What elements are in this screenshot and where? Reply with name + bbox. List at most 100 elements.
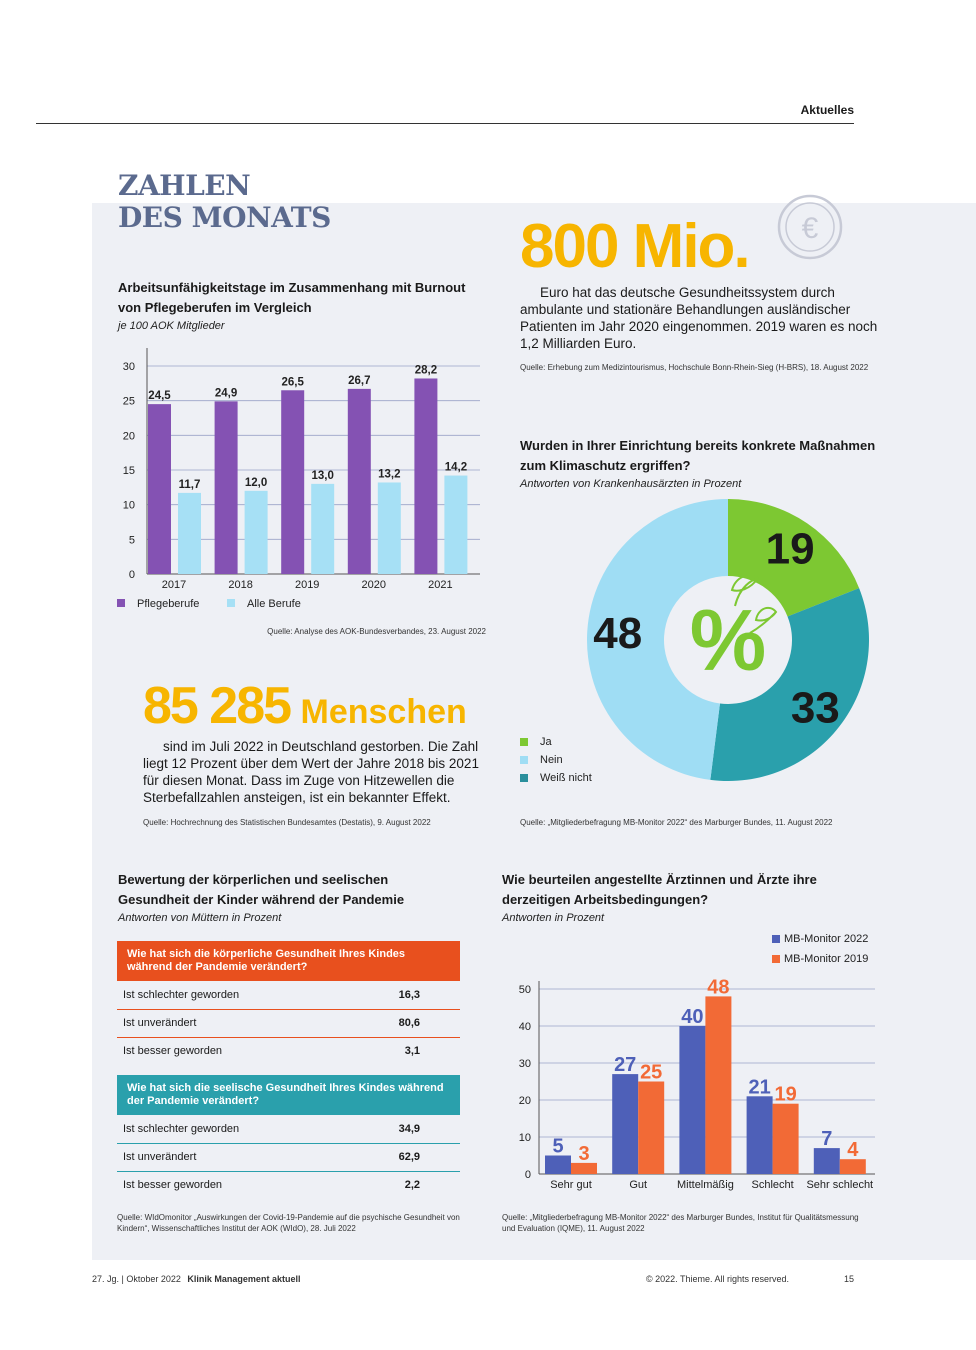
x-tick-label: 2017 [162,579,186,591]
table-row: Ist unverändert 80,6 [117,1009,460,1037]
conditions-header: Wie beurteilen angestellte Ärztinnen und… [502,870,862,924]
page-number: 15 [843,1274,854,1284]
bar-value-label: 48 [707,976,729,998]
bar-value-label: 26,5 [282,376,305,388]
climate-chart-title: Wurden in Ihrer Einrichtung bereits konk… [520,438,876,473]
table-row: Ist besser geworden 3,1 [117,1037,460,1065]
bar-mb-monitor-2022 [746,1096,773,1174]
legend-label: Alle Berufe [247,598,301,610]
mind-table-header: Wie hat sich die seelische Gesundheit Ih… [117,1075,460,1115]
bar-value-label: 13,2 [378,468,400,480]
conditions-source: Quelle: „Mitgliederbefragung MB-Monitor … [502,1213,859,1233]
climate-legend: Ja Nein Weiß nicht [520,733,592,787]
bar-mb-monitor-2019 [772,1103,799,1174]
burnout-chart: 0 5 10 15 20 25 30 24,5 11,7 2017 24,9 12,0 2018 26,5… [117,348,480,610]
burnout-chart-title: Arbeitsunfähigkeitstage im Zusammenhang … [118,280,466,315]
legend-swatch [772,935,780,944]
table-row: Ist besser geworden 2,2 [117,1171,460,1199]
row-label: Ist schlechter geworden [123,988,240,1001]
slice-value-label: 33 [791,684,840,733]
bar-alle-berufe [178,492,201,574]
page-title: ZAHLEN DES MONATS [118,170,331,234]
row-label: Ist unverändert [123,1017,197,1029]
donut-slice-weiß-nicht [710,588,869,781]
legend-label: MB-Monitor 2022 [784,933,869,945]
deaths-source: Quelle: Hochrechnung des Statistischen B… [143,818,431,827]
climate-header: Wurden in Ihrer Einrichtung bereits konk… [520,436,900,490]
conditions-chart-title: Wie beurteilen angestellte Ärztinnen und… [502,872,817,907]
legend-label: Pflegeberufe [137,598,199,610]
money-source: Quelle: Erhebung zum Medizintourismus, H… [520,363,869,372]
row-label: Ist unverändert [123,1151,197,1163]
y-tick-label: 0 [129,569,135,581]
bar-value-label: 7 [821,1128,832,1150]
y-tick-label: 0 [525,1169,531,1181]
bar-pflegeberufe [148,404,171,574]
legend-label: MB-Monitor 2019 [784,953,869,965]
health-table-mind: Wie hat sich die seelische Gesundheit Ih… [117,1075,460,1199]
health-title: Bewertung der körperlichen und seelische… [118,872,405,907]
x-tick-label: 2019 [295,579,319,591]
deaths-headline: 85 285 Menschen [143,676,467,736]
footer-copyright: © 2022. Thieme. All rights reserved. [646,1274,790,1284]
bar-value-label: 14,2 [445,462,467,474]
bar-value-label: 24,5 [148,390,171,402]
y-tick-label: 20 [519,1095,531,1107]
bar-value-label: 5 [552,1136,563,1158]
legend-label: Weiß nicht [540,772,592,784]
deaths-text: sind im Juli 2022 in Deutschland gestorb… [143,739,479,805]
bar-mb-monitor-2022 [813,1148,840,1174]
bar-mb-monitor-2019 [638,1081,665,1174]
title-line-1: ZAHLEN [118,169,251,202]
burnout-chart-subtitle: je 100 AOK Mitglieder [118,320,225,332]
bar-alle-berufe [311,483,335,574]
row-label: Ist schlechter geworden [123,1122,240,1135]
x-tick-label: 2021 [428,579,452,591]
footer-issue: 27. Jg. | Oktober 2022 [92,1274,181,1284]
body-table-header: Wie hat sich die körperliche Gesundheit … [117,941,460,981]
table-row: Ist schlechter geworden 16,3 [117,981,460,1009]
footer-left: 27. Jg. | Oktober 2022 Klinik Management… [92,1274,300,1284]
legend-item-nein: Nein [520,751,592,769]
x-tick-label: 2020 [362,579,386,591]
legend-swatch [772,955,780,964]
money-text: Euro hat das deutsche Gesundheitssystem … [520,285,878,351]
legend-swatch [520,774,528,783]
x-tick-label: Gut [629,1179,647,1191]
y-tick-label: 20 [123,430,135,442]
legend-item-2022: MB-Monitor 2022 [772,930,868,950]
y-tick-label: 30 [519,1058,531,1070]
euro-coin-icon: € [777,194,843,260]
bar-alle-berufe [244,490,268,574]
y-tick-label: 50 [519,984,531,996]
bar-mb-monitor-2022 [545,1155,571,1174]
burnout-header: Arbeitsunfähigkeitstage im Zusammenhang … [118,278,490,332]
bar-value-label: 12,0 [245,477,267,489]
bar-value-label: 25 [640,1062,662,1084]
legend-label: Nein [540,754,563,766]
header-rule [36,123,854,124]
row-value: 62,9 [398,1151,420,1163]
bar-mb-monitor-2022 [612,1074,639,1174]
legend-swatch [227,599,235,607]
bar-value-label: 4 [847,1139,859,1161]
body-table: Ist schlechter geworden 16,3 Ist unveränd… [117,981,460,1065]
leaf-icon [749,606,778,634]
row-label: Ist besser geworden [123,1045,223,1058]
bar-alle-berufe [444,475,468,574]
section-label: Aktuelles [800,103,854,117]
health-table-body: Wie hat sich die körperliche Gesundheit … [117,941,460,1065]
bar-value-label: 26,7 [348,375,370,387]
burnout-source: Quelle: Analyse des AOK-Bundesverbandes,… [267,627,486,636]
legend-label: Ja [540,736,552,748]
row-label: Ist besser geworden [123,1179,223,1192]
donut-slice-nein [586,499,728,780]
legend-swatch [520,738,528,747]
money-number: 800 Mio. [520,212,751,281]
slice-value-label: 48 [593,609,642,658]
mind-table: Ist schlechter geworden 34,9 Ist unveränd… [117,1115,460,1199]
x-tick-label: 2018 [228,579,252,591]
bar-pflegeberufe [281,390,305,574]
x-tick-label: Sehr gut [550,1179,592,1191]
footer-journal: Klinik Management aktuell [187,1274,301,1284]
